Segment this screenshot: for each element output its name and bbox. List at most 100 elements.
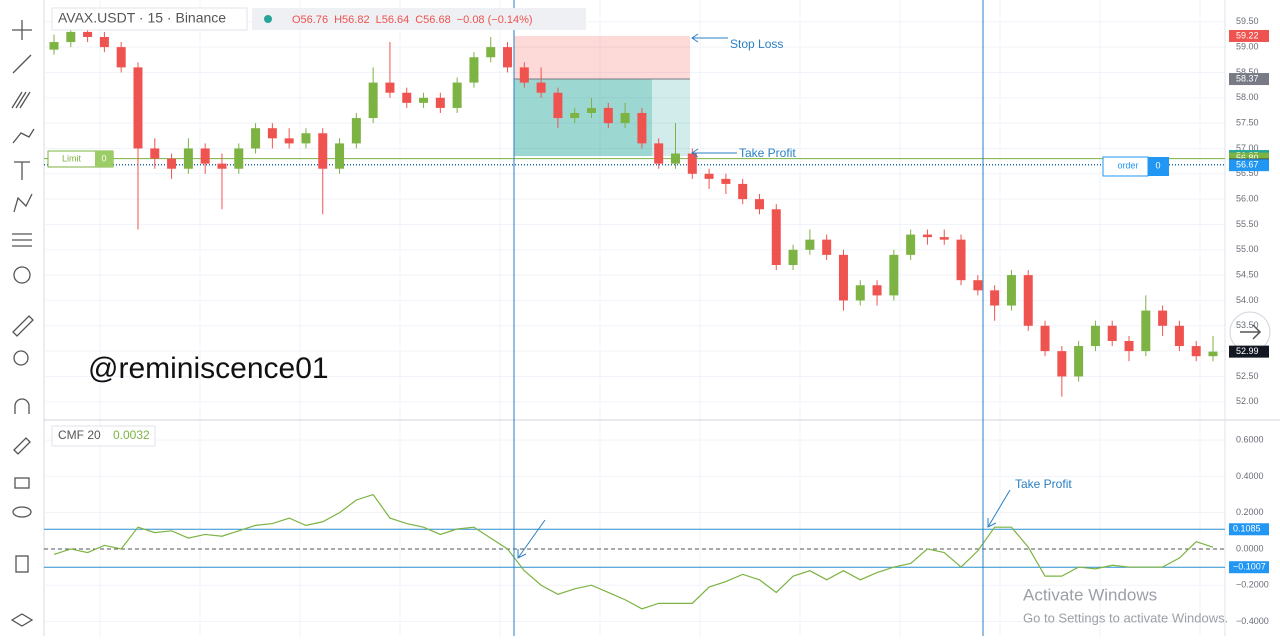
candle-body xyxy=(754,199,764,210)
annotation-arrow xyxy=(987,489,1011,528)
y2-tick-label: 0.0000 xyxy=(1236,543,1264,553)
crosshair-tool[interactable] xyxy=(12,20,32,40)
y-tick-label: 54.00 xyxy=(1236,295,1259,305)
candle-body xyxy=(1208,351,1218,357)
price-tag-label: 58.37 xyxy=(1236,73,1259,83)
ohlc-value: C56.68 xyxy=(415,14,450,26)
y-tick-label: 55.50 xyxy=(1236,219,1259,229)
price-tag-label: 59.22 xyxy=(1236,30,1259,40)
candle-body xyxy=(620,112,630,124)
candle-body xyxy=(1023,275,1033,326)
candle-body xyxy=(654,143,664,164)
candle-body xyxy=(771,209,781,265)
text-tool[interactable] xyxy=(14,161,30,180)
candle-body xyxy=(301,133,311,144)
ruler-tool[interactable] xyxy=(12,315,34,337)
y-tick-label: 52.50 xyxy=(1236,371,1259,381)
y2-tick-label: −0.2000 xyxy=(1236,580,1269,590)
candle-body xyxy=(83,31,93,37)
y-tick-label: 53.50 xyxy=(1236,320,1259,330)
prediction-tool[interactable] xyxy=(12,233,32,247)
icons-tool[interactable] xyxy=(13,266,31,284)
trash-tool[interactable] xyxy=(15,555,29,573)
candle-body xyxy=(1040,325,1050,352)
status-dot xyxy=(264,15,272,23)
candle-body xyxy=(133,67,143,149)
y-tick-label: 56.00 xyxy=(1236,193,1259,203)
candle-body xyxy=(1124,340,1134,352)
y-tick-label: 57.00 xyxy=(1236,143,1259,153)
ohlc-value: L56.64 xyxy=(376,14,410,26)
ohlc-value: O56.76 xyxy=(292,14,328,26)
toolbar xyxy=(0,0,45,636)
limit-qty-box xyxy=(95,151,113,167)
ohlc-value: H56.82 xyxy=(334,14,369,26)
annotation: Take Profit xyxy=(1015,477,1072,491)
pencil-lock[interactable] xyxy=(13,437,31,455)
y-tick-label: 59.00 xyxy=(1236,41,1259,51)
candle-body xyxy=(402,92,412,103)
candle-body xyxy=(419,97,429,103)
candle-body xyxy=(889,254,899,296)
annotation-arrow xyxy=(517,519,546,559)
candle-body xyxy=(200,148,210,164)
symbol-box[interactable] xyxy=(51,7,248,31)
pattern-tool[interactable] xyxy=(13,193,33,213)
candle-body xyxy=(1174,325,1184,347)
y2-tick-label: 0.4000 xyxy=(1236,471,1264,481)
candle-body xyxy=(452,82,462,108)
limit-qty: 0 xyxy=(101,153,106,163)
candle-body xyxy=(167,158,177,169)
scroll-arrow xyxy=(1240,324,1262,340)
candle-body xyxy=(805,239,815,250)
candle-body xyxy=(855,285,865,301)
level-tag-label: −0.1007 xyxy=(1233,562,1266,572)
ohlc-value: −0.08 (−0.14%) xyxy=(457,14,533,26)
candle-body xyxy=(217,163,227,169)
indicator-name: CMF 20 xyxy=(58,428,101,442)
price-tag xyxy=(1229,73,1269,86)
magnet-tool[interactable] xyxy=(14,398,30,414)
candle-body xyxy=(351,118,361,144)
brush-tool[interactable] xyxy=(12,128,35,144)
candle-body xyxy=(906,234,916,255)
candle-body xyxy=(99,36,109,48)
candle-body xyxy=(603,107,613,124)
zoom-tool[interactable] xyxy=(13,350,29,366)
indicator-legend[interactable] xyxy=(51,425,156,447)
target-zone-filled xyxy=(514,79,652,157)
y-tick-label: 52.00 xyxy=(1236,396,1259,406)
candle-body xyxy=(1191,346,1201,357)
watermark: @reminiscence01 xyxy=(88,352,329,385)
price-tag xyxy=(1229,29,1269,42)
candle-body xyxy=(183,148,193,169)
candle-body xyxy=(536,82,546,93)
candle-body xyxy=(670,153,680,164)
candle-body xyxy=(553,92,563,119)
candle-body xyxy=(486,47,496,58)
candle-body xyxy=(822,239,832,255)
visibility-tool[interactable] xyxy=(12,506,32,518)
annotation-arrow xyxy=(691,148,737,158)
candle-body xyxy=(956,239,966,281)
candle-body xyxy=(1074,346,1084,377)
limit-text: Limit xyxy=(62,153,82,163)
candle-body xyxy=(267,128,277,139)
annotation-arrow xyxy=(691,33,728,43)
cmf-line xyxy=(53,493,1214,610)
plot xyxy=(44,26,1225,610)
fib-tool[interactable] xyxy=(11,91,31,109)
layers-tool[interactable] xyxy=(10,613,34,627)
y-tick-label: 58.50 xyxy=(1236,67,1259,77)
lock-tool[interactable] xyxy=(14,477,30,489)
candle-body xyxy=(284,138,294,144)
candle-body xyxy=(318,133,328,169)
price-tag xyxy=(1229,345,1269,358)
position-tool xyxy=(514,35,690,157)
candle-body xyxy=(687,153,697,174)
candle-body xyxy=(738,183,748,200)
line-tool[interactable] xyxy=(12,54,32,74)
candle-body xyxy=(704,173,714,179)
candle-body xyxy=(368,82,378,119)
